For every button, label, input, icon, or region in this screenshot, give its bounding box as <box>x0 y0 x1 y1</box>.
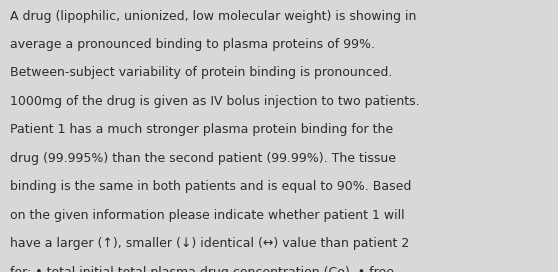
Text: Between-subject variability of protein binding is pronounced.: Between-subject variability of protein b… <box>10 66 392 79</box>
Text: binding is the same in both patients and is equal to 90%. Based: binding is the same in both patients and… <box>10 180 411 193</box>
Text: Patient 1 has a much stronger plasma protein binding for the: Patient 1 has a much stronger plasma pro… <box>10 123 393 137</box>
Text: have a larger (↑), smaller (↓) identical (↔) value than patient 2: have a larger (↑), smaller (↓) identical… <box>10 237 410 250</box>
Text: A drug (lipophilic, unionized, low molecular weight) is showing in: A drug (lipophilic, unionized, low molec… <box>10 10 416 23</box>
Text: 1000mg of the drug is given as IV bolus injection to two patients.: 1000mg of the drug is given as IV bolus … <box>10 95 420 108</box>
Text: for: • total initial total plasma drug concentration (Co), • free: for: • total initial total plasma drug c… <box>10 266 394 272</box>
Text: drug (99.995%) than the second patient (99.99%). The tissue: drug (99.995%) than the second patient (… <box>10 152 396 165</box>
Text: average a pronounced binding to plasma proteins of 99%.: average a pronounced binding to plasma p… <box>10 38 375 51</box>
Text: on the given information please indicate whether patient 1 will: on the given information please indicate… <box>10 209 405 222</box>
